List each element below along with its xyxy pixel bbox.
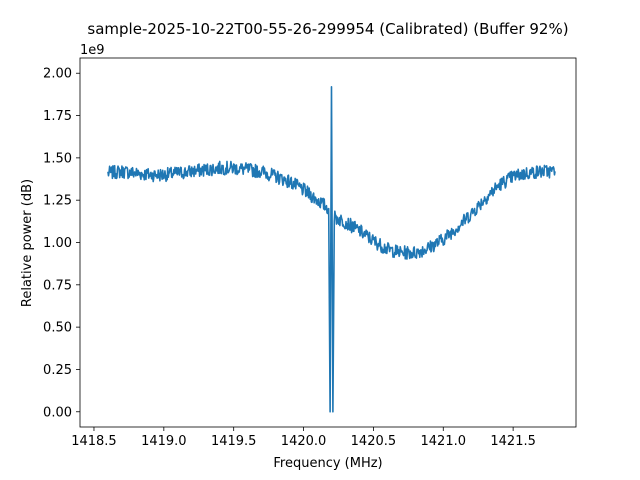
y-tick-label: 2.00 (43, 67, 72, 82)
x-tick-label: 1418.5 (71, 434, 117, 449)
y-tick-label: 1.50 (43, 151, 72, 166)
y-tick-label: 0.00 (43, 405, 72, 420)
y-tick-label: 1.25 (43, 194, 72, 209)
x-tick-label: 1420.0 (281, 434, 327, 449)
y-tick-label: 1.75 (43, 109, 72, 124)
y-tick-label: 0.75 (43, 278, 72, 293)
y-axis-label: Relative power (dB) (20, 179, 35, 307)
series-line (107, 85, 556, 413)
x-tick-label: 1420.5 (351, 434, 397, 449)
x-tick-label: 1421.0 (421, 434, 467, 449)
x-tick-label: 1421.5 (490, 434, 536, 449)
y-tick-label: 0.50 (43, 321, 72, 336)
y-tick-label: 0.25 (43, 363, 72, 378)
x-axis-label: Frequency (MHz) (273, 456, 382, 471)
x-axis: 1418.5 1419.0 1419.5 1420.0 1420.5 1421.0 1421… (71, 427, 536, 449)
plot-area (79, 57, 577, 428)
x-tick-label: 1419.0 (141, 434, 187, 449)
y-tick-label: 1.00 (43, 236, 72, 251)
y-offset-label: 1e9 (80, 43, 105, 58)
chart-title: sample-2025-10-22T00-55-26-299954 (Calib… (87, 20, 568, 38)
plot-frame (79, 57, 577, 428)
x-tick-label: 1419.5 (211, 434, 257, 449)
y-axis: 0.00 0.25 0.50 0.75 1.00 1.25 1.50 1.75 2.00 (43, 67, 80, 420)
